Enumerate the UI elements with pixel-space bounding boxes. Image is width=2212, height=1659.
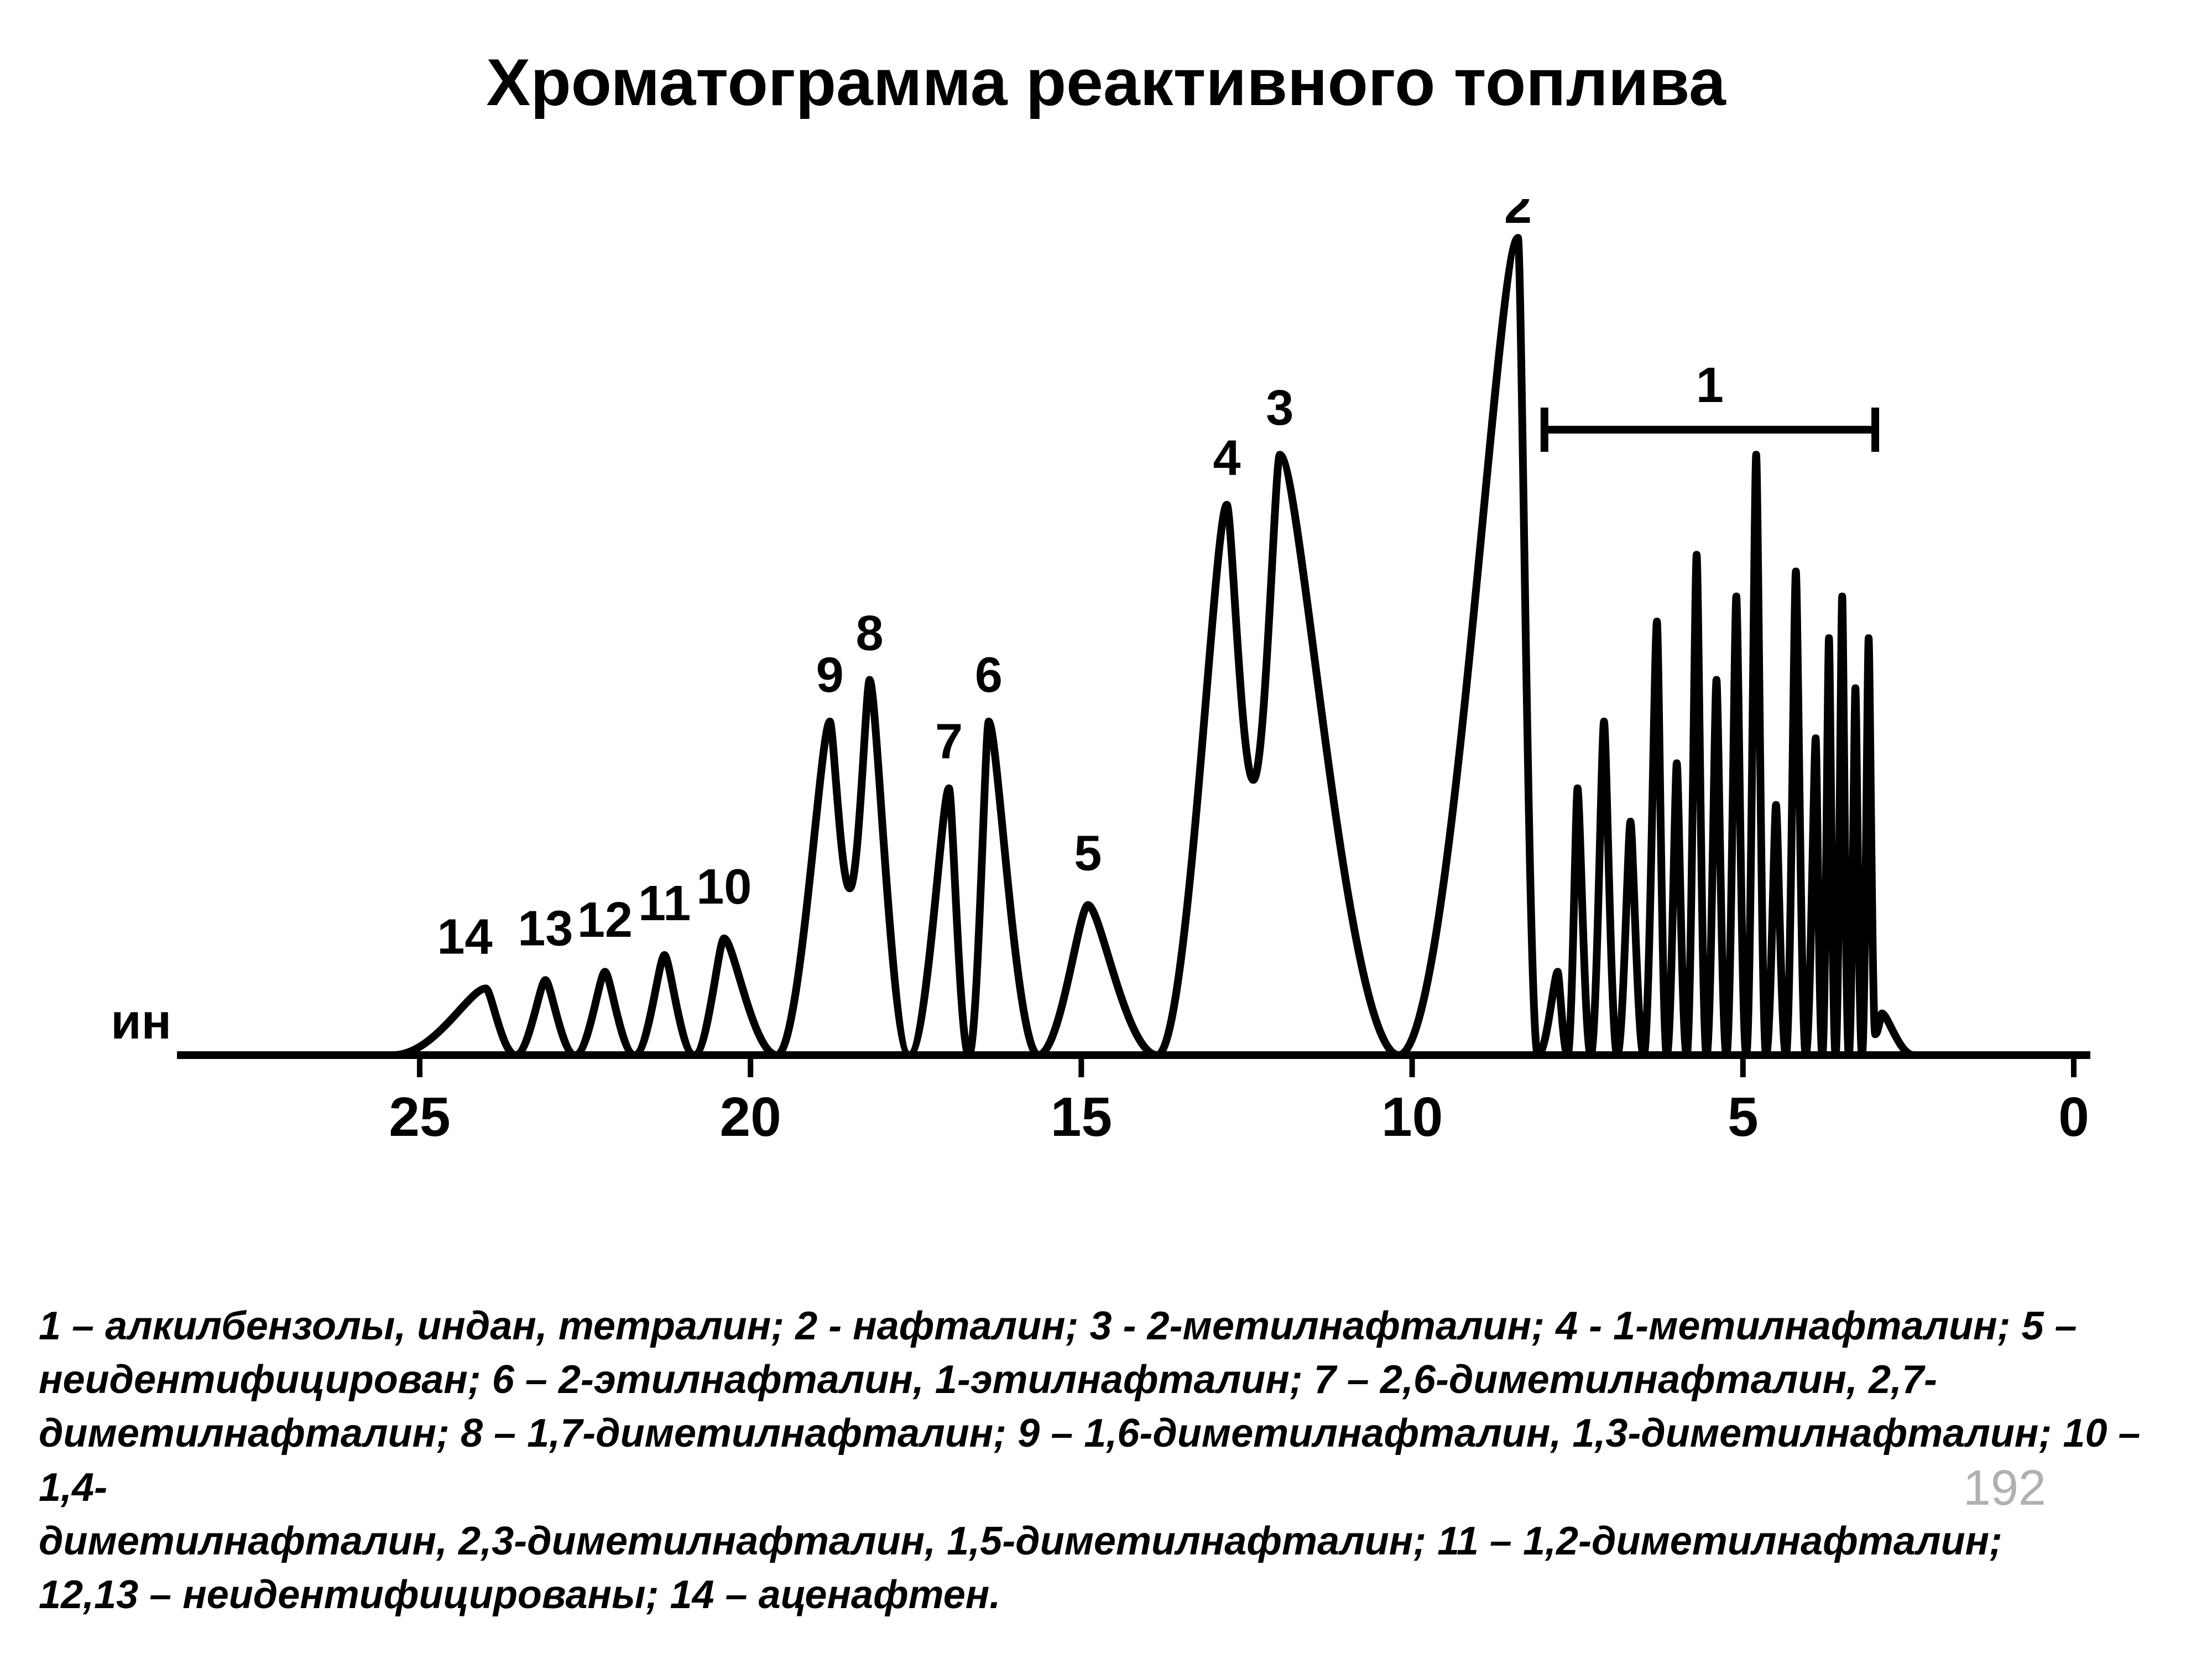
peak-label: 4 <box>1213 431 1241 486</box>
x-tick-label: 0 <box>2058 1086 2089 1148</box>
peak-label: 6 <box>975 648 1003 703</box>
peak-label: 11 <box>638 876 691 931</box>
chromatogram-svg: 2520151050t, мин1413121110987654321 <box>111 199 2101 1194</box>
x-tick-label: 20 <box>720 1086 781 1148</box>
x-tick-label: 25 <box>389 1086 450 1148</box>
peak-label: 8 <box>855 606 883 661</box>
x-tick-label: 5 <box>1728 1086 1759 1148</box>
chromatogram-trace <box>393 238 2074 1055</box>
peak-label: 2 <box>1504 199 1532 234</box>
chromatogram-chart: 2520151050t, мин1413121110987654321 <box>111 199 2101 1194</box>
peak-label: 5 <box>1074 826 1102 881</box>
peak-label: 3 <box>1266 380 1293 436</box>
legend-caption: 1 – алкилбензолы, индан, тетралин; 2 - н… <box>39 1300 2173 1622</box>
x-axis-label: t, мин <box>111 994 171 1050</box>
x-tick-label: 15 <box>1051 1086 1112 1148</box>
region-label: 1 <box>1696 358 1724 413</box>
peak-label: 10 <box>696 859 752 915</box>
peak-label: 7 <box>935 714 963 769</box>
peak-label: 9 <box>816 648 844 703</box>
peak-label: 14 <box>437 909 492 964</box>
page-number: 192 <box>1963 1460 2046 1517</box>
x-tick-label: 10 <box>1381 1086 1443 1148</box>
peak-label: 13 <box>518 901 573 956</box>
peak-label: 12 <box>577 893 633 948</box>
page-title: Хроматограмма реактивного топлива <box>0 44 2212 121</box>
